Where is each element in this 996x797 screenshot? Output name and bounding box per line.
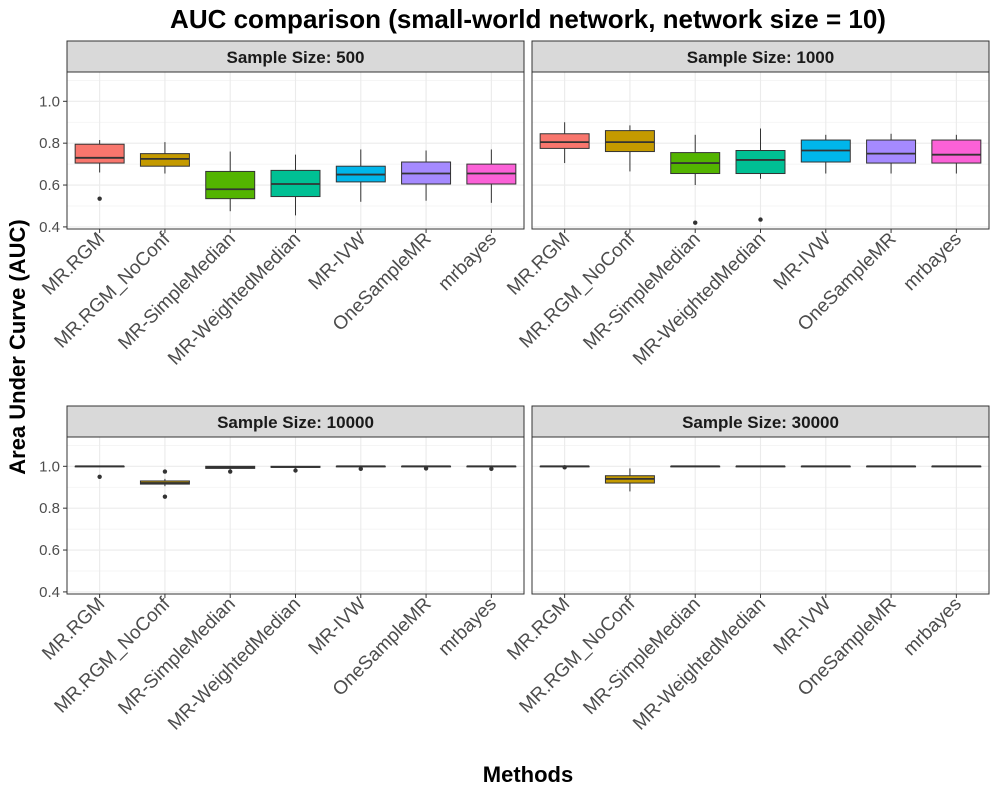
box-iqr [139, 153, 190, 167]
x-tick-label: MR-WeightedMedian [164, 229, 305, 370]
facet-panel: Sample Size: 1000MR.RGMMR.RGM_NoConfMR-S… [503, 40, 990, 370]
boxplot-MR-IVW [800, 465, 851, 468]
boxplot-mrbayes [931, 134, 982, 174]
facet-panel: Sample Size: 30000MR.RGMMR.RGM_NoConfMR-… [503, 405, 990, 735]
outlier-point [489, 466, 494, 472]
box-iqr [931, 139, 982, 164]
outlier-point [228, 469, 233, 474]
x-tick-label: MR-SimpleMedian [579, 594, 704, 719]
boxplot-MR-SimpleMedian [670, 134, 721, 225]
boxplot-MR-IVW [335, 465, 386, 472]
facet-panel: Sample Size: 5000.40.60.81.0MR.RGMMR.RGM… [38, 40, 525, 370]
outlier-point [162, 469, 168, 474]
outlier-point [97, 474, 102, 479]
x-tick-label: MR-SimpleMedian [579, 229, 704, 354]
outlier-point [423, 466, 429, 471]
boxplot-MR-IVW [335, 149, 386, 202]
x-tick-label: MR-IVW [305, 594, 371, 660]
facet-panel: Sample Size: 100000.40.60.81.0MR.RGMMR.R… [38, 405, 525, 735]
box-iqr [74, 143, 125, 164]
box-iqr [604, 130, 655, 153]
boxplot-MR-WeightedMedian [270, 154, 321, 216]
x-tick-label: MR.RGM_NoConf [51, 228, 175, 352]
x-tick-label: mrbayes [435, 594, 501, 660]
boxplot-MR-SimpleMedian [670, 465, 721, 468]
facet-strip-label: Sample Size: 500 [227, 48, 365, 67]
box-iqr [735, 150, 786, 175]
boxplot-MR-WeightedMedian [270, 465, 321, 473]
boxplot-mrbayes [931, 465, 982, 468]
boxplot-MR.RGM [74, 140, 125, 201]
box-iqr [205, 170, 256, 200]
x-tick-label: MR.RGM_NoConf [516, 228, 640, 352]
x-tick-label: MR-SimpleMedian [114, 229, 239, 354]
x-tick-label: MR.RGM_NoConf [51, 593, 175, 717]
outlier-point [162, 494, 168, 499]
outlier-point [693, 220, 698, 225]
box-iqr [866, 139, 917, 164]
y-tick-label: 1.0 [39, 458, 60, 475]
x-tick-label: MR-WeightedMedian [629, 594, 770, 735]
y-tick-label: 0.6 [39, 542, 60, 559]
facet-panels: Sample Size: 5000.40.60.81.0MR.RGMMR.RGM… [38, 40, 990, 735]
facet-strip-label: Sample Size: 1000 [687, 48, 834, 67]
y-tick-label: 1.0 [39, 93, 60, 110]
boxplot-MR.RGM [539, 465, 590, 470]
x-tick-label: MR-WeightedMedian [164, 594, 305, 735]
y-tick-label: 0.6 [39, 177, 60, 194]
x-tick-label: MR-IVW [305, 229, 371, 295]
outlier-point [358, 466, 363, 472]
x-tick-label: MR-WeightedMedian [629, 229, 770, 370]
boxplot-MR-WeightedMedian [735, 465, 786, 468]
facet-strip [66, 40, 525, 73]
boxplot-OneSampleMR [401, 465, 452, 471]
y-tick-label: 0.4 [39, 584, 60, 601]
x-tick-label: mrbayes [435, 229, 501, 295]
chart-title: AUC comparison (small-world network, net… [170, 4, 886, 34]
boxplot-OneSampleMR [866, 133, 917, 174]
facet-strip-label: Sample Size: 30000 [682, 413, 839, 432]
y-tick-label: 0.8 [39, 500, 60, 517]
outlier-point [97, 196, 102, 201]
boxplot-mrbayes [466, 149, 517, 203]
y-tick-label: 0.4 [39, 219, 60, 236]
x-tick-label: MR.RGM_NoConf [516, 593, 640, 717]
boxplot-MR-SimpleMedian [205, 151, 256, 212]
boxplot-MR.RGM_NoConf [604, 125, 655, 172]
x-tick-label: MR-IVW [770, 594, 836, 660]
outlier-point [758, 217, 763, 222]
x-tick-label: MR-SimpleMedian [114, 594, 239, 719]
boxplot-MR.RGM [74, 465, 125, 479]
x-tick-label: MR-IVW [770, 229, 836, 295]
facet-strip [66, 405, 525, 438]
boxplot-mrbayes [466, 465, 517, 472]
boxplot-MR.RGM_NoConf [139, 469, 190, 499]
x-tick-label: mrbayes [900, 229, 966, 295]
x-tick-label: mrbayes [900, 594, 966, 660]
boxplot-MR-WeightedMedian [735, 128, 786, 222]
facet-strip-label: Sample Size: 10000 [217, 413, 374, 432]
boxplot-OneSampleMR [401, 150, 452, 201]
boxplot-MR.RGM_NoConf [139, 142, 190, 174]
boxplot-OneSampleMR [866, 465, 917, 468]
boxplot-MR.RGM [539, 122, 590, 164]
boxplot-MR-SimpleMedian [205, 465, 256, 474]
boxplot-MR-IVW [800, 134, 851, 174]
box-iqr [539, 133, 590, 149]
y-axis-title: Area Under Curve (AUC) [5, 219, 30, 475]
y-tick-label: 0.8 [39, 135, 60, 152]
outlier-point [562, 465, 567, 470]
boxplot-MR.RGM_NoConf [604, 468, 655, 492]
facet-strip [531, 40, 990, 73]
x-axis-title: Methods [483, 762, 573, 787]
outlier-point [293, 468, 298, 473]
